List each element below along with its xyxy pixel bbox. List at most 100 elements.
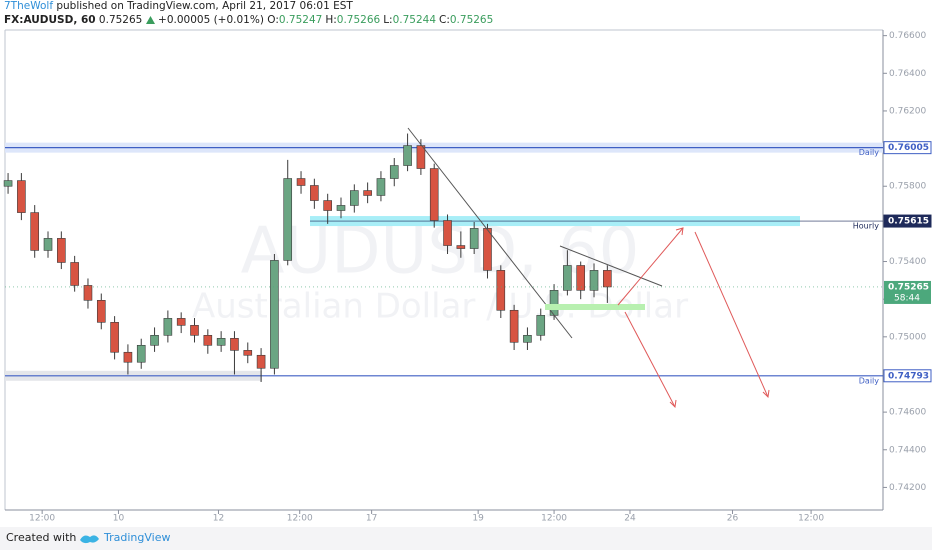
candle-body	[323, 200, 332, 211]
candle-body	[429, 168, 439, 221]
arrow	[694, 231, 769, 398]
candle-body	[123, 351, 133, 363]
level-note: Daily	[859, 148, 880, 157]
candle-body	[270, 260, 279, 369]
x-tick-label: 19	[472, 514, 484, 524]
candle-body	[110, 322, 119, 353]
up-triangle	[145, 16, 155, 24]
ohlc-value: 0.75266	[336, 14, 381, 26]
arrow-head	[762, 389, 770, 399]
candle-body	[96, 300, 106, 323]
candle-body	[363, 190, 372, 196]
level-note: Hourly	[853, 222, 879, 231]
footer-created: Created with	[6, 531, 76, 544]
candle-body	[403, 145, 412, 166]
candle-body	[310, 185, 319, 201]
candle-body	[336, 205, 346, 211]
footer-brand: TradingView	[103, 531, 170, 544]
ohlc-value: 0.75265	[449, 14, 494, 26]
candle-body	[83, 285, 93, 301]
candle-body	[203, 335, 213, 346]
logo-icon	[80, 535, 99, 544]
level-price-label: 0.74793	[888, 371, 929, 381]
tradingview-logo	[80, 535, 99, 544]
last: 0.75265	[98, 14, 143, 26]
author: 7TheWolf	[4, 0, 54, 12]
support-zone	[545, 304, 645, 310]
candle-body	[3, 180, 13, 187]
x-tick-label: 24	[624, 514, 636, 524]
candle-body	[30, 212, 39, 251]
candle-body	[243, 350, 253, 356]
candle-body	[43, 238, 53, 251]
projection-arrows	[617, 227, 770, 409]
arrow-head	[675, 227, 684, 236]
x-tick-label: 26	[727, 514, 739, 524]
ohlc-label: H:	[325, 14, 337, 26]
candle-body	[376, 178, 386, 196]
x-tick-label: 12:00	[29, 514, 55, 524]
ohlc-value: 0.75244	[392, 14, 436, 26]
candle-body	[150, 335, 159, 346]
level-price-label: 0.76005	[888, 143, 929, 153]
candle-body	[176, 318, 186, 326]
header-line-2: FX:AUDUSD, 60 0.75265 +0.00005 (+0.01%) …	[4, 14, 496, 26]
candle-body	[389, 165, 399, 179]
y-tick-label: 0.75800	[889, 182, 926, 192]
trend-line	[559, 245, 663, 287]
level-price-box	[883, 214, 932, 228]
x-tick-label: 17	[366, 514, 377, 524]
candle-body	[350, 190, 359, 206]
ohlc: O:0.75247 H:0.75266 L:0.75244 C:0.75265	[267, 14, 496, 26]
footer-bar	[0, 527, 932, 550]
arrow	[617, 227, 684, 306]
candle-body	[17, 180, 26, 213]
y-tick-label: 0.75000	[889, 332, 926, 342]
candle-body	[190, 325, 199, 336]
countdown: 58:44	[894, 293, 920, 303]
change: +0.00005 (+0.01%)	[158, 14, 264, 26]
candle-body	[589, 270, 599, 291]
x-tick-label: 10	[113, 514, 125, 524]
candle-body	[509, 309, 519, 343]
symbol: FX:AUDUSD, 60	[4, 14, 96, 26]
ohlc-label: C:	[439, 14, 450, 26]
last-price-box	[884, 280, 931, 304]
candle-body	[523, 335, 532, 343]
arrow-head	[669, 399, 677, 409]
candle-body	[136, 344, 146, 363]
candle-body	[563, 265, 572, 291]
candle-body	[163, 318, 173, 336]
level-note: Daily	[859, 376, 880, 385]
y-tick-label: 0.75400	[889, 257, 926, 267]
x-tick-label: 12:00	[798, 514, 824, 524]
level-price-box	[883, 141, 932, 155]
arrow	[624, 311, 676, 408]
trend-line	[407, 127, 573, 339]
y-tick-label: 0.74200	[889, 483, 926, 493]
y-tick-label: 0.76600	[889, 31, 926, 41]
published: published on TradingView.com, April 21, …	[56, 0, 353, 12]
candle-body	[296, 178, 306, 186]
candle-body	[443, 220, 452, 246]
candle-body	[70, 262, 79, 286]
candle-body	[230, 338, 239, 351]
candle-body	[496, 270, 506, 311]
ohlc-label: O:	[267, 14, 279, 26]
candle-body	[216, 338, 226, 346]
x-tick-label: 12	[213, 514, 224, 524]
last-price-label: 0.75265	[888, 282, 929, 292]
x-tick-label: 12:00	[287, 514, 313, 524]
y-tick-label: 0.76400	[889, 69, 926, 79]
candle-body	[483, 228, 492, 271]
candle-body	[416, 145, 426, 169]
y-tick-label: 0.76200	[889, 106, 926, 116]
ohlc-label: L:	[383, 14, 393, 26]
drawings	[407, 127, 770, 409]
level-price-label: 0.75615	[888, 217, 929, 227]
y-tick-label: 0.74400	[889, 445, 926, 455]
ohlc-value: 0.75247	[278, 14, 323, 26]
